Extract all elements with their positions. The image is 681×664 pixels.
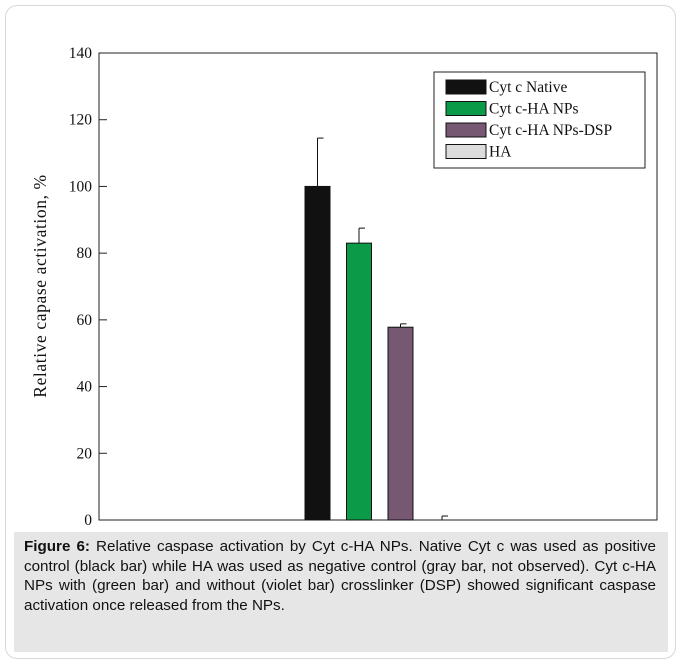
plot-area-frame xyxy=(98,52,658,521)
legend-label: HA xyxy=(489,144,512,161)
y-tick-label: 100 xyxy=(69,178,93,195)
y-tick-label: 20 xyxy=(77,445,93,462)
y-tick-label: 60 xyxy=(77,312,93,329)
bar xyxy=(304,185,331,521)
y-tick-label: 140 xyxy=(69,45,93,62)
legend-label: Cyt c-HA NPs-DSP xyxy=(489,122,612,139)
caption-text: Relative caspase activation by Cyt c-HA … xyxy=(24,538,656,614)
caption-label: Figure 6: xyxy=(24,538,90,555)
legend-label: Cyt c Native xyxy=(489,79,567,96)
y-tick-label: 0 xyxy=(84,512,92,529)
legend-label: Cyt c-HA NPs xyxy=(489,101,579,118)
bar-chart: 0 20 40 60 80 100 120 140 Relative capase activ… xyxy=(30,45,658,529)
legend-swatch xyxy=(445,144,487,159)
figure-caption: Figure 6: Relative caspase activation by… xyxy=(14,532,668,652)
y-tick-label: 80 xyxy=(77,245,93,262)
bar xyxy=(346,242,372,521)
legend: Cyt c Native Cyt c-HA NPs Cyt c-HA NPs-DSP… xyxy=(433,71,646,169)
y-tick-label: 120 xyxy=(69,112,93,129)
y-axis-ticks: 0 20 40 60 80 100 120 140 xyxy=(69,45,107,529)
legend-swatch xyxy=(445,122,487,138)
bar xyxy=(387,326,414,521)
legend-swatch xyxy=(445,79,487,95)
bars xyxy=(304,137,448,521)
y-axis-label: Relative capase activation, % xyxy=(30,174,50,397)
legend-swatch xyxy=(445,101,487,116)
y-tick-label: 40 xyxy=(77,379,93,396)
